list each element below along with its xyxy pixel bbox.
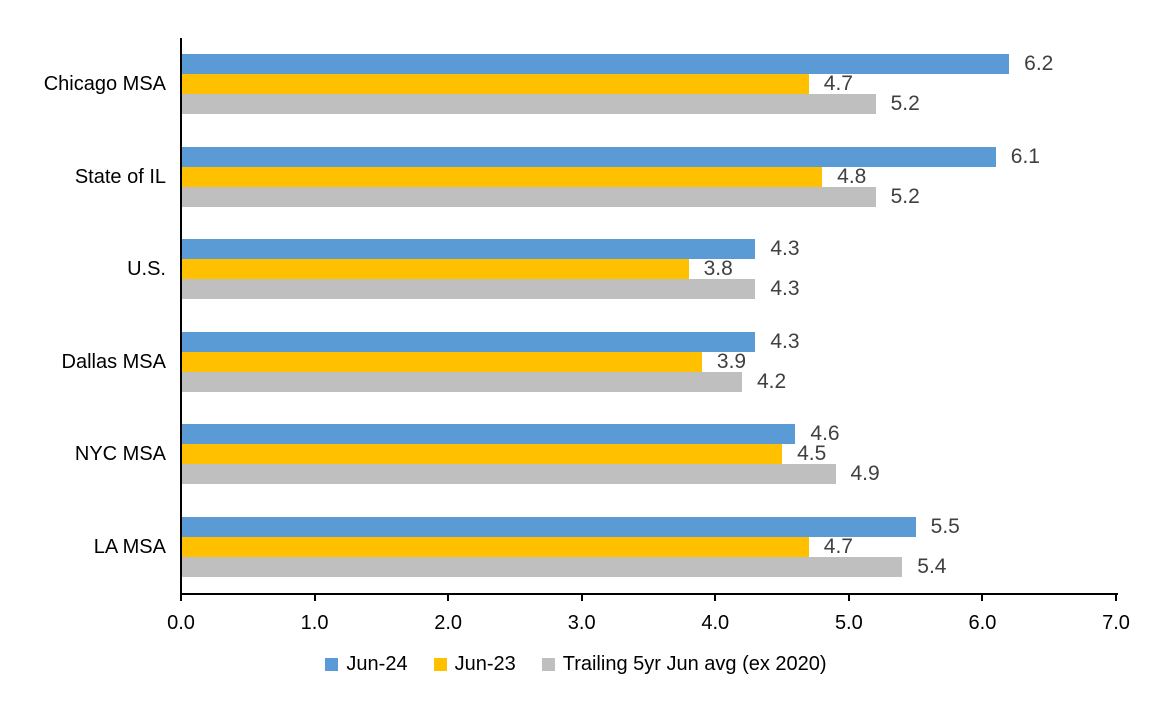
legend-marker-swatch <box>433 657 447 671</box>
bar-jun-24 <box>181 146 996 167</box>
bar-value-label: 3.9 <box>716 349 747 373</box>
x-axis-tick-label: 4.0 <box>701 612 730 634</box>
bar-value-label: 5.4 <box>917 554 947 578</box>
legend-item: Jun-23 <box>433 652 516 676</box>
bar-value-label: 5.5 <box>930 514 960 538</box>
x-axis-tick <box>847 593 850 601</box>
x-axis-tick <box>447 593 450 601</box>
y-axis-line <box>180 38 182 595</box>
bar-trailing-5yr-jun-avg-ex-2020- <box>181 279 756 300</box>
legend-item: Jun-24 <box>325 652 408 676</box>
bar-jun-23 <box>181 74 809 95</box>
x-axis-tick-label: 3.0 <box>567 612 596 634</box>
x-axis-tick-label: 5.0 <box>834 612 863 634</box>
bar-jun-24 <box>181 516 916 537</box>
bar-jun-24 <box>181 239 756 260</box>
bar-jun-23 <box>181 536 809 557</box>
legend-label: Trailing 5yr Jun avg (ex 2020) <box>562 653 827 675</box>
x-axis-tick-label: 1.0 <box>300 612 329 634</box>
bar-jun-24 <box>181 331 756 352</box>
legend-label: Jun-24 <box>346 653 408 675</box>
bar-value-label: 4.7 <box>823 72 853 96</box>
legend: Jun-24 Jun-23 Trailing 5yr Jun avg (ex 202… <box>0 652 1152 676</box>
bar-value-label: 4.3 <box>770 237 800 261</box>
x-axis-tick <box>313 593 316 601</box>
x-axis-tick-label: 2.0 <box>434 612 463 634</box>
bar-value-label: 4.5 <box>797 442 827 466</box>
bar-trailing-5yr-jun-avg-ex-2020- <box>181 94 876 115</box>
x-axis-tick <box>180 593 182 601</box>
bar-value-label: 4.9 <box>850 462 880 486</box>
x-axis-tick <box>580 593 583 601</box>
bar-value-label: 4.3 <box>770 277 800 301</box>
bar-jun-23 <box>181 444 783 465</box>
x-axis-tick-label: 0.0 <box>167 612 195 634</box>
bar-jun-24 <box>181 424 796 445</box>
bar-jun-23 <box>181 166 823 187</box>
x-axis-tick <box>981 593 984 601</box>
legend-marker-swatch <box>325 657 339 671</box>
x-axis-tick-label: 6.0 <box>968 612 997 634</box>
bar-jun-23 <box>181 351 702 372</box>
bar-value-label: 6.1 <box>1010 144 1040 168</box>
bar-jun-23 <box>181 259 689 280</box>
category-label: U.S. <box>127 258 166 281</box>
category-label: State of IL <box>74 165 166 188</box>
x-axis-line <box>180 593 1118 595</box>
category-label: LA MSA <box>93 535 166 558</box>
bar-value-label: 4.2 <box>757 369 787 393</box>
bar-trailing-5yr-jun-avg-ex-2020- <box>181 556 903 577</box>
bar-jun-24 <box>181 54 1010 75</box>
bar-value-label: 4.3 <box>770 329 800 353</box>
legend-marker-swatch <box>541 657 555 671</box>
bar-value-label: 4.7 <box>823 534 853 558</box>
legend-item: Trailing 5yr Jun avg (ex 2020) <box>541 652 827 676</box>
x-axis-tick <box>714 593 717 601</box>
x-axis-tick-label: 7.0 <box>1102 612 1130 634</box>
bar-trailing-5yr-jun-avg-ex-2020- <box>181 371 742 392</box>
bar-value-label: 6.2 <box>1024 52 1054 76</box>
bar-value-label: 5.2 <box>890 184 920 208</box>
bar-value-label: 5.2 <box>890 92 920 116</box>
bar-value-label: 3.8 <box>703 257 733 281</box>
bar-trailing-5yr-jun-avg-ex-2020- <box>181 464 836 485</box>
x-axis-tick <box>1115 593 1117 601</box>
category-label: Dallas MSA <box>61 350 166 373</box>
category-label: NYC MSA <box>74 443 166 466</box>
legend-label: Jun-23 <box>454 653 516 675</box>
bar-value-label: 4.8 <box>837 164 867 188</box>
category-label: Chicago MSA <box>43 73 166 96</box>
bar-trailing-5yr-jun-avg-ex-2020- <box>181 186 876 207</box>
bar-value-label: 4.6 <box>810 422 840 446</box>
